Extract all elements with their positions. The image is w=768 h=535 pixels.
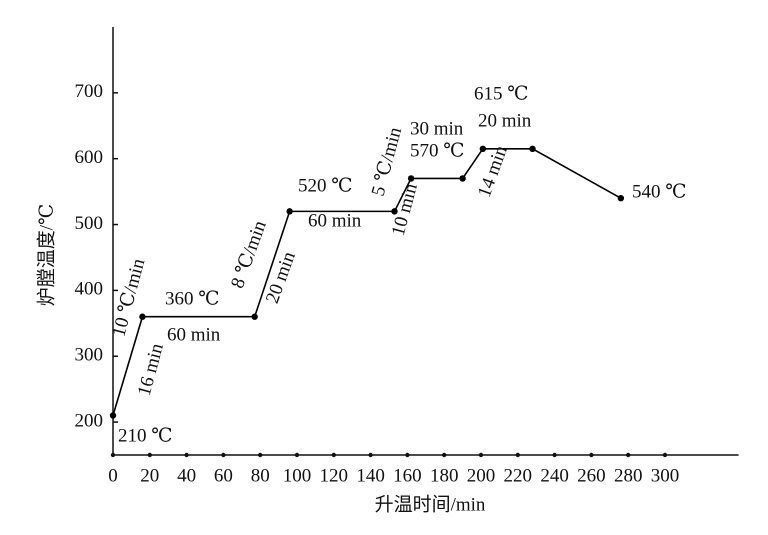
x-tick — [662, 452, 668, 458]
y-tick-label: 400 — [75, 279, 104, 300]
x-tick-label: 120 — [320, 465, 349, 486]
line — [112, 148, 622, 416]
annotation: 60 min — [167, 324, 221, 345]
x-tick-label: 140 — [356, 465, 385, 486]
annotation: 570 ℃ — [410, 140, 465, 161]
annotation: 8 ℃/min — [227, 218, 271, 292]
point — [109, 412, 117, 419]
x-tick — [442, 452, 447, 458]
annotation: 10 ℃/min — [108, 256, 149, 339]
point — [479, 145, 487, 153]
x-tick — [589, 452, 594, 458]
x-tick — [405, 452, 410, 458]
annotation: 540 ℃ — [632, 181, 687, 202]
x-tick — [110, 452, 116, 458]
y-tick-label: 700 — [75, 81, 104, 102]
x-tick-label: 60 — [214, 465, 233, 486]
y-axis-label: 炉膛温度/℃ — [35, 204, 57, 307]
x-tick-label: 40 — [177, 465, 196, 486]
x-tick-label: 100 — [283, 465, 312, 486]
x-tick — [331, 452, 336, 458]
x-tick — [478, 452, 484, 458]
x-tick — [221, 452, 226, 458]
x-axis-label: 升温时间/min — [375, 493, 486, 515]
annotation: 360 ℃ — [165, 288, 220, 309]
x-tick-label: 20 — [140, 465, 159, 486]
y-tick-label: 200 — [75, 410, 104, 431]
x-tick — [184, 452, 189, 458]
x-tick-label: 220 — [504, 465, 533, 486]
point — [407, 175, 415, 182]
annotation: 615 ℃ — [474, 83, 529, 104]
x-tick — [626, 452, 631, 458]
x-tick-label: 300 — [651, 465, 680, 486]
point — [459, 175, 466, 182]
x-tick — [294, 452, 300, 458]
x-tick — [552, 452, 557, 458]
x-tick-label: 160 — [393, 465, 422, 486]
x-tick — [147, 452, 152, 458]
y-tick-label: 300 — [75, 345, 104, 366]
point — [139, 313, 146, 320]
point — [286, 208, 293, 215]
point — [391, 208, 398, 215]
point — [251, 313, 258, 320]
y-tick-label: 600 — [75, 147, 104, 168]
annotation: 60 min — [308, 210, 362, 231]
x-tick — [515, 452, 520, 458]
x-tick-label: 260 — [577, 465, 606, 486]
x-tick-label: 0 — [108, 465, 118, 486]
x-tick — [368, 452, 373, 458]
x-tick — [258, 452, 263, 458]
annotation: 210 ℃ — [118, 425, 173, 446]
x-tick-label: 280 — [614, 465, 643, 486]
annotation: 20 min — [478, 110, 532, 131]
x-tick-label: 240 — [540, 465, 569, 486]
x-tick-label: 180 — [430, 465, 459, 486]
point — [529, 145, 536, 153]
annotation: 520 ℃ — [298, 175, 353, 196]
annotation: 16 min — [134, 341, 168, 398]
annotation: 30 min — [410, 118, 464, 139]
annotation: 14 min — [474, 143, 512, 201]
y-tick-label: 500 — [75, 213, 104, 234]
x-tick-label: 200 — [467, 465, 496, 486]
point — [617, 195, 625, 202]
x-tick-label: 80 — [251, 465, 270, 486]
